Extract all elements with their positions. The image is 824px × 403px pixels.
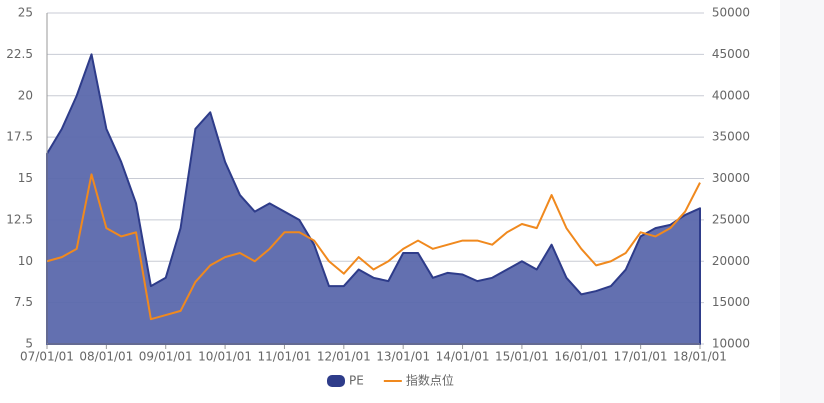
x-tick-label: 10/01/01 [198, 350, 252, 364]
y-tick-label: 12.5 [6, 212, 33, 226]
y2-tick-label: 40000 [712, 88, 750, 102]
x-tick-label: 17/01/01 [614, 350, 668, 364]
y-tick-label: 10 [18, 254, 33, 268]
x-tick-label: 14/01/01 [436, 350, 490, 364]
line [46, 173, 701, 321]
area [46, 53, 701, 345]
y2-tick-label: 35000 [712, 130, 750, 144]
y2-tick-label: 25000 [712, 212, 750, 226]
legend-label: 指数点位 [406, 373, 454, 388]
y2-tick-label: 10000 [712, 337, 750, 351]
y-tick-label: 25 [18, 6, 33, 20]
y-tick-label: 5 [25, 337, 33, 351]
x-tick-label: 15/01/01 [495, 350, 549, 364]
y2-tick-label: 30000 [712, 171, 750, 185]
y-tick-label: 22.5 [6, 47, 33, 61]
x-tick-label: 07/01/01 [20, 350, 74, 364]
x-tick-label: 12/01/01 [317, 350, 371, 364]
legend-swatch [327, 375, 345, 387]
y-tick-label: 17.5 [6, 130, 33, 144]
x-tick-label: 09/01/01 [139, 350, 193, 364]
y2-tick-label: 20000 [712, 254, 750, 268]
y2-tick-label: 50000 [712, 6, 750, 20]
legend-item: PE [327, 374, 364, 388]
x-tick-label: 08/01/01 [79, 350, 133, 364]
y2-tick-label: 45000 [712, 47, 750, 61]
x-tick-label: 13/01/01 [376, 350, 430, 364]
legend-item: 指数点位 [383, 373, 454, 388]
y-tick-label: 7.5 [14, 295, 33, 309]
y-tick-label: 20 [18, 88, 33, 102]
y-tick-label: 15 [18, 171, 33, 185]
y2-tick-label: 15000 [712, 295, 750, 309]
x-tick-label: 18/01/01 [673, 350, 727, 364]
legend-label: PE [349, 374, 364, 388]
x-tick-label: 16/01/01 [554, 350, 608, 364]
side-strip [780, 0, 824, 403]
x-tick-label: 11/01/01 [258, 350, 312, 364]
